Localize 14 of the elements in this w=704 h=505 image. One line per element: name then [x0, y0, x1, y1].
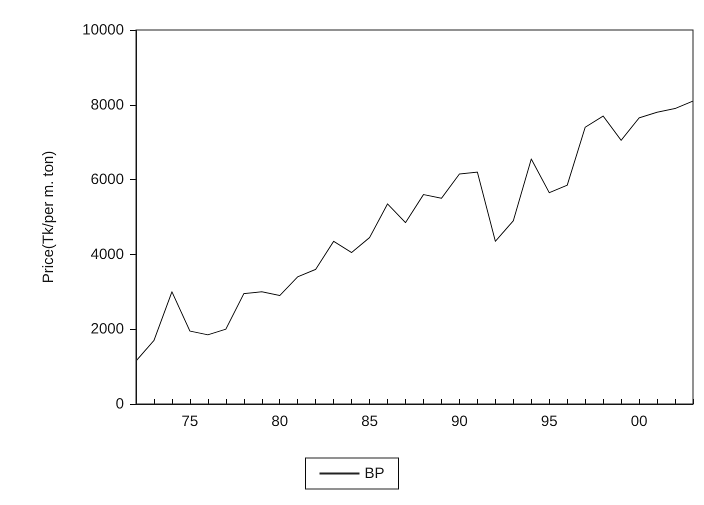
- legend-label: BP: [364, 465, 385, 482]
- y-axis-title: Price(Tk/per m. ton): [40, 150, 57, 284]
- y-tick-label: 4000: [90, 246, 124, 263]
- y-tick-label: 10000: [82, 22, 124, 38]
- x-tick-label: 80: [271, 413, 288, 430]
- y-tick-label: 2000: [90, 320, 124, 338]
- x-tick-label: 90: [451, 413, 468, 430]
- y-tick-label: 0: [116, 396, 124, 412]
- x-tick-label: 85: [361, 413, 378, 430]
- x-tick-label: 75: [182, 413, 198, 430]
- x-tick-label: 95: [540, 413, 558, 430]
- y-tick-label: 6000: [90, 171, 124, 188]
- x-tick-label: 00: [630, 413, 648, 430]
- y-tick-label: 8000: [90, 96, 124, 114]
